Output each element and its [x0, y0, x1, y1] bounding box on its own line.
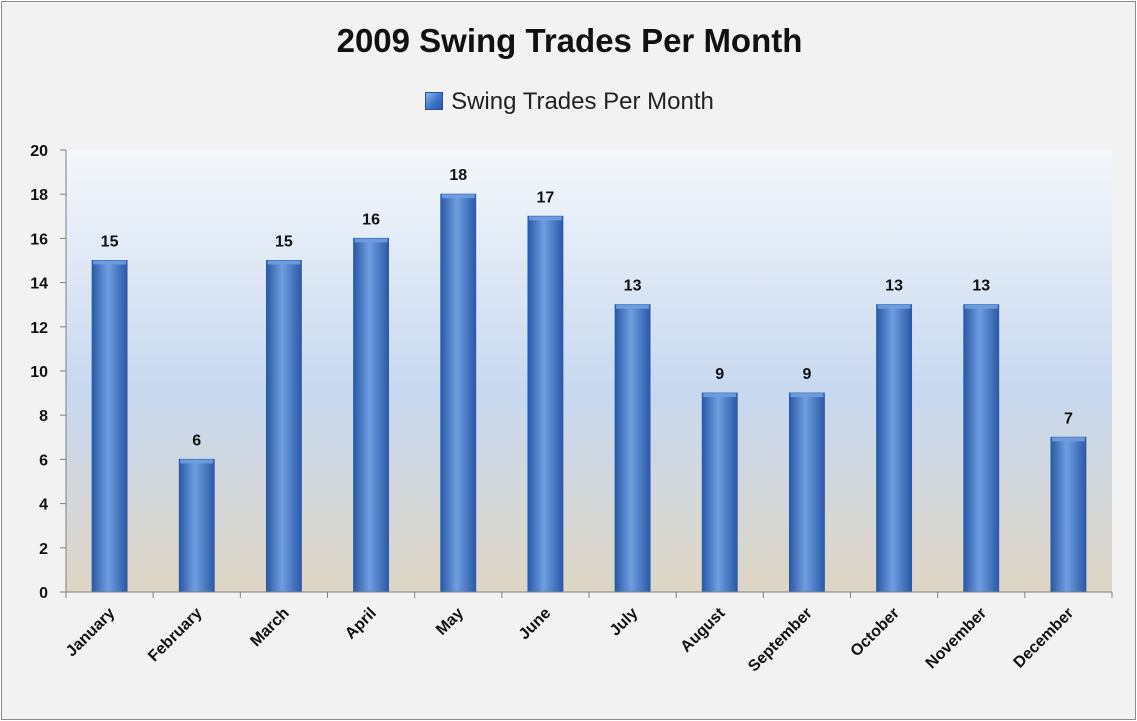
- y-tick-label: 14: [30, 276, 48, 293]
- bar: [701, 392, 738, 593]
- x-tick-label: August: [678, 604, 729, 655]
- data-label: 18: [449, 167, 467, 184]
- bar-top-highlight: [93, 260, 127, 265]
- data-label: 15: [101, 234, 119, 251]
- y-tick-label: 8: [39, 408, 48, 425]
- bar-top-highlight: [877, 304, 911, 309]
- data-label: 7: [1064, 410, 1073, 427]
- bar-top-highlight: [528, 216, 562, 221]
- chart-title: 2009 Swing Trades Per Month: [336, 22, 803, 59]
- bar-top-highlight: [616, 304, 650, 309]
- bar: [178, 458, 215, 593]
- y-tick-label: 2: [39, 541, 48, 558]
- legend: Swing Trades Per Month: [2, 88, 1137, 116]
- x-tick-label: June: [516, 605, 554, 643]
- bar: [527, 215, 564, 593]
- legend-label: Swing Trades Per Month: [451, 88, 714, 115]
- data-label: 15: [275, 234, 293, 251]
- x-tick-label: September: [745, 605, 816, 676]
- data-label: 13: [624, 278, 642, 295]
- x-tick-label: April: [342, 605, 380, 643]
- data-label: 16: [362, 211, 380, 228]
- y-tick-label: 16: [30, 231, 48, 248]
- y-tick-label: 20: [30, 143, 48, 160]
- y-tick-label: 18: [30, 187, 48, 204]
- x-tick-label: March: [247, 605, 292, 650]
- bar: [876, 304, 913, 593]
- data-label: 13: [885, 278, 903, 295]
- bar: [353, 237, 390, 593]
- y-tick-label: 6: [39, 452, 48, 469]
- bar-top-highlight: [180, 459, 214, 464]
- bar-top-highlight: [703, 393, 737, 398]
- bar: [265, 260, 302, 593]
- y-tick-label: 10: [30, 364, 48, 381]
- data-label: 13: [972, 278, 990, 295]
- y-tick-label: 4: [39, 497, 48, 514]
- bar-top-highlight: [354, 238, 388, 243]
- bar-top-highlight: [267, 260, 301, 265]
- x-tick-label: July: [607, 605, 642, 640]
- x-tick-label: February: [145, 605, 206, 666]
- y-tick-label: 0: [39, 585, 48, 602]
- data-label: 17: [537, 189, 555, 206]
- data-label: 9: [802, 366, 811, 383]
- y-tick-label: 12: [30, 320, 48, 337]
- x-tick-label: November: [923, 605, 990, 672]
- bar: [1050, 436, 1087, 593]
- bar: [91, 260, 128, 593]
- legend-swatch: [425, 92, 444, 110]
- data-label: 9: [715, 366, 724, 383]
- x-tick-label: January: [63, 605, 118, 660]
- bar-top-highlight: [1051, 437, 1085, 442]
- bar: [788, 392, 825, 593]
- x-tick-label: December: [1011, 605, 1078, 672]
- x-tick-label: October: [848, 605, 903, 660]
- plot-background: [66, 150, 1112, 592]
- bar: [963, 304, 1000, 593]
- bar: [614, 304, 651, 593]
- bar-top-highlight: [790, 393, 824, 398]
- bar-top-highlight: [441, 194, 475, 199]
- x-tick-label: May: [433, 605, 467, 639]
- bar-top-highlight: [964, 304, 998, 309]
- bar: [440, 193, 477, 593]
- data-label: 6: [192, 432, 201, 449]
